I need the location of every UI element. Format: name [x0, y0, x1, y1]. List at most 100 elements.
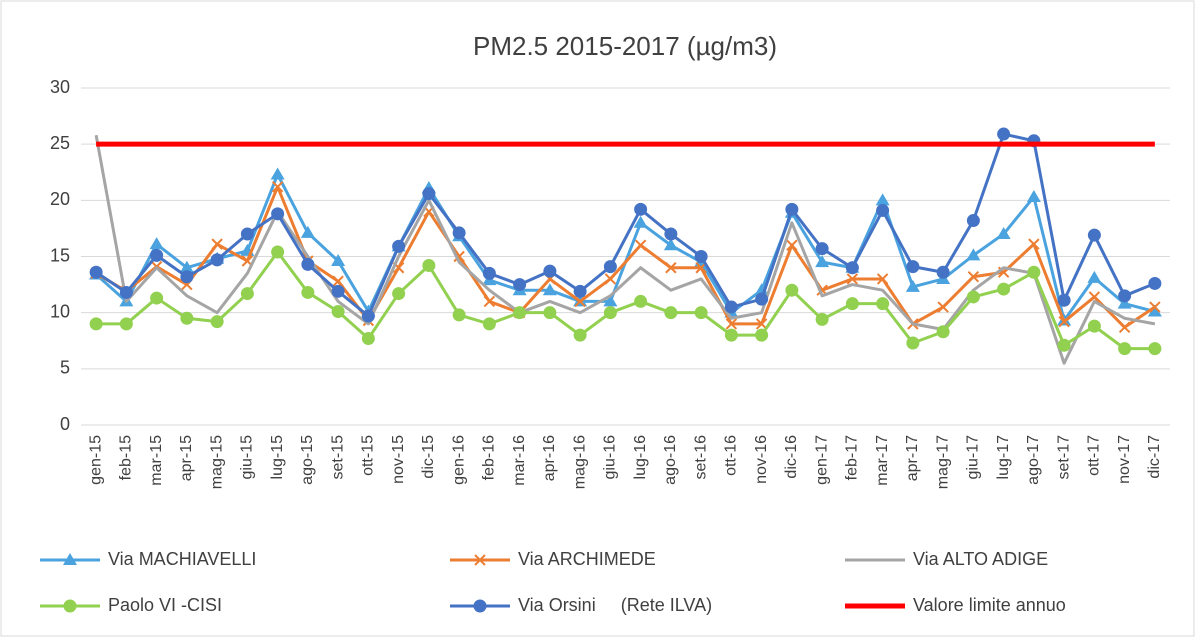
x-tick-label: set-16 [692, 435, 709, 480]
x-tick-label: dic-15 [420, 435, 437, 479]
y-tick-label: 30 [50, 77, 70, 97]
marker [603, 306, 617, 320]
marker [1058, 315, 1070, 328]
x-tick-label: ago-15 [299, 435, 316, 485]
marker [452, 308, 466, 322]
marker [1057, 338, 1071, 352]
marker [724, 300, 738, 314]
marker [997, 127, 1011, 141]
marker [1028, 238, 1040, 250]
x-tick-label: mag-16 [571, 435, 588, 489]
marker [542, 283, 557, 296]
marker [1087, 319, 1101, 333]
legend-marker [63, 553, 77, 565]
marker [755, 328, 769, 342]
marker [724, 328, 738, 342]
marker [876, 203, 890, 217]
marker [1118, 321, 1131, 333]
marker [331, 305, 345, 319]
marker [1088, 291, 1101, 303]
x-tick-label: ago-16 [662, 435, 679, 485]
marker [876, 297, 890, 311]
marker [815, 255, 830, 268]
marker [604, 273, 617, 285]
legend-marker [474, 554, 486, 566]
marker [936, 265, 950, 279]
marker [996, 227, 1011, 240]
marker [89, 265, 103, 279]
marker [271, 181, 284, 193]
marker [634, 294, 648, 308]
marker [422, 258, 436, 272]
marker [694, 306, 708, 320]
marker [664, 227, 678, 241]
legend-label: Via MACHIAVELLI [108, 549, 256, 569]
marker [392, 239, 406, 253]
x-tick-label: mag-15 [208, 435, 225, 489]
marker [755, 292, 769, 306]
x-tick-label: nov-16 [753, 435, 770, 484]
x-tick-label: feb-17 [844, 435, 861, 480]
marker [663, 238, 678, 251]
marker [905, 279, 920, 292]
marker [815, 242, 829, 256]
marker [936, 325, 950, 339]
marker [513, 306, 527, 320]
marker [634, 202, 648, 216]
marker [815, 312, 829, 326]
x-tick-label: gen-17 [813, 435, 830, 485]
marker [452, 226, 466, 240]
x-tick-label: apr-15 [178, 435, 195, 481]
legend-label: Via ALTO ADIGE [913, 549, 1048, 569]
x-tick-label: nov-17 [1116, 435, 1133, 484]
marker [966, 290, 980, 304]
x-tick-label: gen-16 [450, 435, 467, 485]
x-tick-label: giu-15 [239, 435, 256, 480]
marker [543, 264, 557, 278]
marker [785, 283, 799, 297]
x-tick-label: dic-16 [783, 435, 800, 479]
marker [300, 225, 315, 238]
marker [1118, 289, 1132, 303]
marker [1148, 342, 1162, 356]
marker [332, 275, 344, 287]
y-tick-label: 10 [50, 301, 70, 321]
marker [361, 309, 375, 323]
marker [875, 193, 890, 206]
legend-label: Via Orsini (Rete ILVA) [518, 595, 712, 615]
marker [483, 295, 496, 308]
marker [210, 253, 224, 267]
x-tick-label: mag-17 [934, 435, 951, 489]
marker [967, 271, 980, 283]
legend-marker [63, 599, 77, 613]
marker [1118, 342, 1132, 356]
x-tick-label: mar-15 [148, 435, 165, 486]
marker [392, 287, 406, 301]
marker [573, 328, 587, 342]
x-tick-label: set-17 [1055, 435, 1072, 480]
series-line [94, 134, 1156, 365]
marker [786, 239, 798, 251]
chart-title: PM2.5 2015-2017 (µg/m3) [473, 31, 777, 61]
x-tick-label: apr-17 [904, 435, 921, 481]
marker [543, 306, 557, 320]
x-tick-label: giu-16 [602, 435, 619, 480]
legend-marker [473, 599, 487, 613]
marker [180, 270, 194, 284]
x-tick-label: lug-17 [995, 435, 1012, 480]
marker [119, 285, 133, 299]
marker [603, 294, 618, 307]
marker [573, 284, 587, 298]
marker [1026, 189, 1041, 202]
legend-label: Paolo VI -CISI [108, 595, 222, 615]
marker [966, 248, 981, 261]
marker [574, 295, 586, 308]
marker [1117, 296, 1132, 309]
marker [361, 332, 375, 346]
marker [150, 291, 164, 305]
y-tick-label: 0 [60, 414, 70, 434]
marker [270, 167, 285, 180]
marker [422, 187, 436, 201]
series-line [95, 185, 1156, 329]
